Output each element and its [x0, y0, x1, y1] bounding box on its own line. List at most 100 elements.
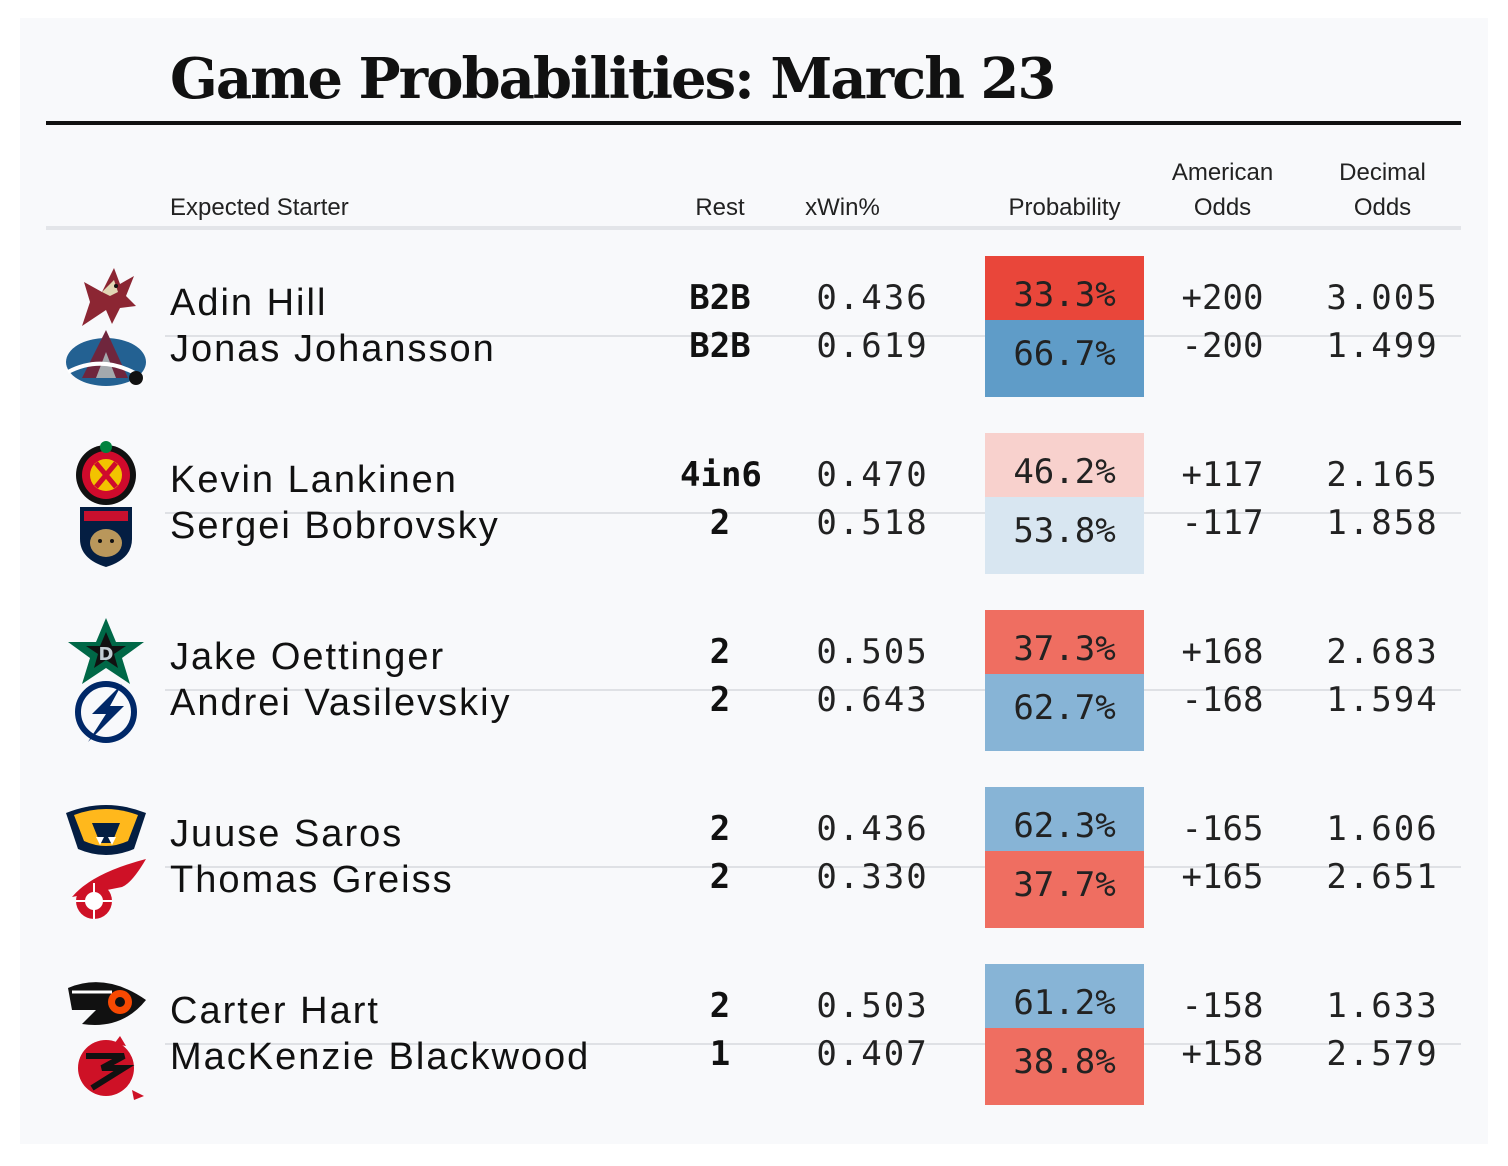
probability-value: 53.8%	[1013, 511, 1116, 551]
starter-name: Sergei Bobrovsky	[170, 505, 500, 547]
xwin-value: 0.643	[816, 680, 929, 720]
game-probabilities-card: Game Probabilities: March 23 Expected St…	[20, 18, 1488, 1144]
decimal-odds-value: 2.683	[1326, 632, 1439, 672]
table-row: Sergei Bobrovsky 2 0.518 53.8% -117 1.85…	[20, 497, 1488, 575]
decimal-odds-value: 3.005	[1326, 278, 1439, 318]
title-divider	[46, 121, 1461, 125]
american-odds-value: +158	[1181, 1034, 1264, 1074]
american-odds-value: -168	[1181, 680, 1264, 720]
probability-value: 62.3%	[1013, 806, 1116, 846]
american-odds-value: +168	[1181, 632, 1264, 672]
probability-value: 33.3%	[1013, 275, 1116, 315]
probability-cell: 66.7%	[985, 320, 1144, 397]
header-probability: Probability	[1008, 194, 1121, 221]
team-logo-cell	[46, 789, 165, 867]
header-expected-starter: Expected Starter	[170, 194, 349, 221]
american-odds-value: +200	[1181, 278, 1264, 318]
xwin-value: 0.505	[816, 632, 929, 672]
probability-value: 62.7%	[1013, 688, 1116, 728]
probability-value: 38.8%	[1013, 1042, 1116, 1082]
xwin-value: 0.518	[816, 503, 929, 543]
team-logo-cell	[46, 495, 165, 573]
american-odds-value: -158	[1181, 986, 1264, 1026]
xwin-value: 0.470	[816, 455, 929, 495]
row-divider	[165, 512, 1461, 514]
header-american-odds: American Odds	[1160, 155, 1285, 225]
decimal-odds-value: 1.633	[1326, 986, 1439, 1026]
page-title: Game Probabilities: March 23	[170, 46, 1056, 112]
probability-value: 66.7%	[1013, 334, 1116, 374]
header-decimal-odds: Decimal Odds	[1320, 155, 1445, 225]
table-row: Andrei Vasilevskiy 2 0.643 62.7% -168 1.…	[20, 674, 1488, 752]
team-logo-cell	[46, 672, 165, 750]
table-row: Jonas Johansson B2B 0.619 66.7% -200 1.4…	[20, 320, 1488, 398]
american-odds-value: +117	[1181, 455, 1264, 495]
decimal-odds-value: 2.165	[1326, 455, 1439, 495]
starter-name: Andrei Vasilevskiy	[170, 682, 512, 724]
rest-value: 2	[709, 857, 731, 897]
row-divider	[165, 335, 1461, 337]
table-row: Juuse Saros 2 0.436 62.3% -165 1.606	[20, 787, 1488, 868]
row-divider	[165, 866, 1461, 868]
rest-value: 2	[709, 632, 731, 672]
xwin-value: 0.436	[816, 809, 929, 849]
starter-name: Carter Hart	[170, 990, 380, 1032]
starter-name: MacKenzie Blackwood	[170, 1036, 591, 1078]
xwin-value: 0.503	[816, 986, 929, 1026]
probability-cell: 62.7%	[985, 674, 1144, 751]
table-row: D Jake Oettinger 2 0.505 37.3% +168 2.68…	[20, 610, 1488, 691]
rest-value: 2	[709, 680, 731, 720]
probability-value: 37.3%	[1013, 629, 1116, 669]
probability-cell: 53.8%	[985, 497, 1144, 574]
xwin-value: 0.619	[816, 326, 929, 366]
header-divider	[46, 226, 1461, 230]
team-logo-cell: D	[46, 612, 165, 690]
rest-value: B2B	[689, 278, 751, 318]
xwin-value: 0.330	[816, 857, 929, 897]
row-divider	[165, 1043, 1461, 1045]
svg-text:D: D	[99, 644, 114, 665]
decimal-odds-value: 2.579	[1326, 1034, 1439, 1074]
starter-name: Kevin Lankinen	[170, 459, 458, 501]
american-odds-value: +165	[1181, 857, 1264, 897]
header-decimal-line2: Odds	[1353, 194, 1412, 221]
table-row: Carter Hart 2 0.503 61.2% -158 1.633	[20, 964, 1488, 1045]
rest-value: B2B	[689, 326, 751, 366]
probability-cell: 37.7%	[985, 851, 1144, 928]
rest-value: 2	[709, 809, 731, 849]
starter-name: Thomas Greiss	[170, 859, 454, 901]
rest-value: 1	[709, 1034, 731, 1074]
probability-value: 46.2%	[1013, 452, 1116, 492]
probability-value: 37.7%	[1013, 865, 1116, 905]
header-xwin: xWin%	[805, 194, 880, 221]
decimal-odds-value: 1.858	[1326, 503, 1439, 543]
team-logo-cell	[46, 1026, 165, 1104]
rest-value: 2	[709, 986, 731, 1026]
row-divider	[165, 689, 1461, 691]
decimal-odds-value: 1.606	[1326, 809, 1439, 849]
team-logo-cell	[46, 258, 165, 336]
header-american-line2: Odds	[1193, 194, 1252, 221]
starter-name: Juuse Saros	[170, 813, 404, 855]
team-logo-cell	[46, 966, 165, 1044]
rest-value: 2	[709, 503, 731, 543]
starter-name: Jonas Johansson	[170, 328, 496, 370]
table-row: Thomas Greiss 2 0.330 37.7% +165 2.651	[20, 851, 1488, 929]
decimal-odds-value: 2.651	[1326, 857, 1439, 897]
team-logo-cell	[46, 435, 165, 513]
header-decimal-line1: Decimal	[1339, 159, 1426, 186]
decimal-odds-value: 1.499	[1326, 326, 1439, 366]
rest-value: 4in6	[680, 455, 762, 495]
team-logo-cell	[46, 849, 165, 927]
header-american-line1: American	[1171, 159, 1274, 186]
american-odds-value: -200	[1181, 326, 1264, 366]
header-rest: Rest	[695, 194, 745, 221]
probability-value: 61.2%	[1013, 983, 1116, 1023]
xwin-value: 0.407	[816, 1034, 929, 1074]
american-odds-value: -165	[1181, 809, 1264, 849]
decimal-odds-value: 1.594	[1326, 680, 1439, 720]
starter-name: Adin Hill	[170, 282, 328, 324]
table-row: MacKenzie Blackwood 1 0.407 38.8% +158 2…	[20, 1028, 1488, 1106]
probability-cell: 38.8%	[985, 1028, 1144, 1105]
starter-name: Jake Oettinger	[170, 636, 446, 678]
